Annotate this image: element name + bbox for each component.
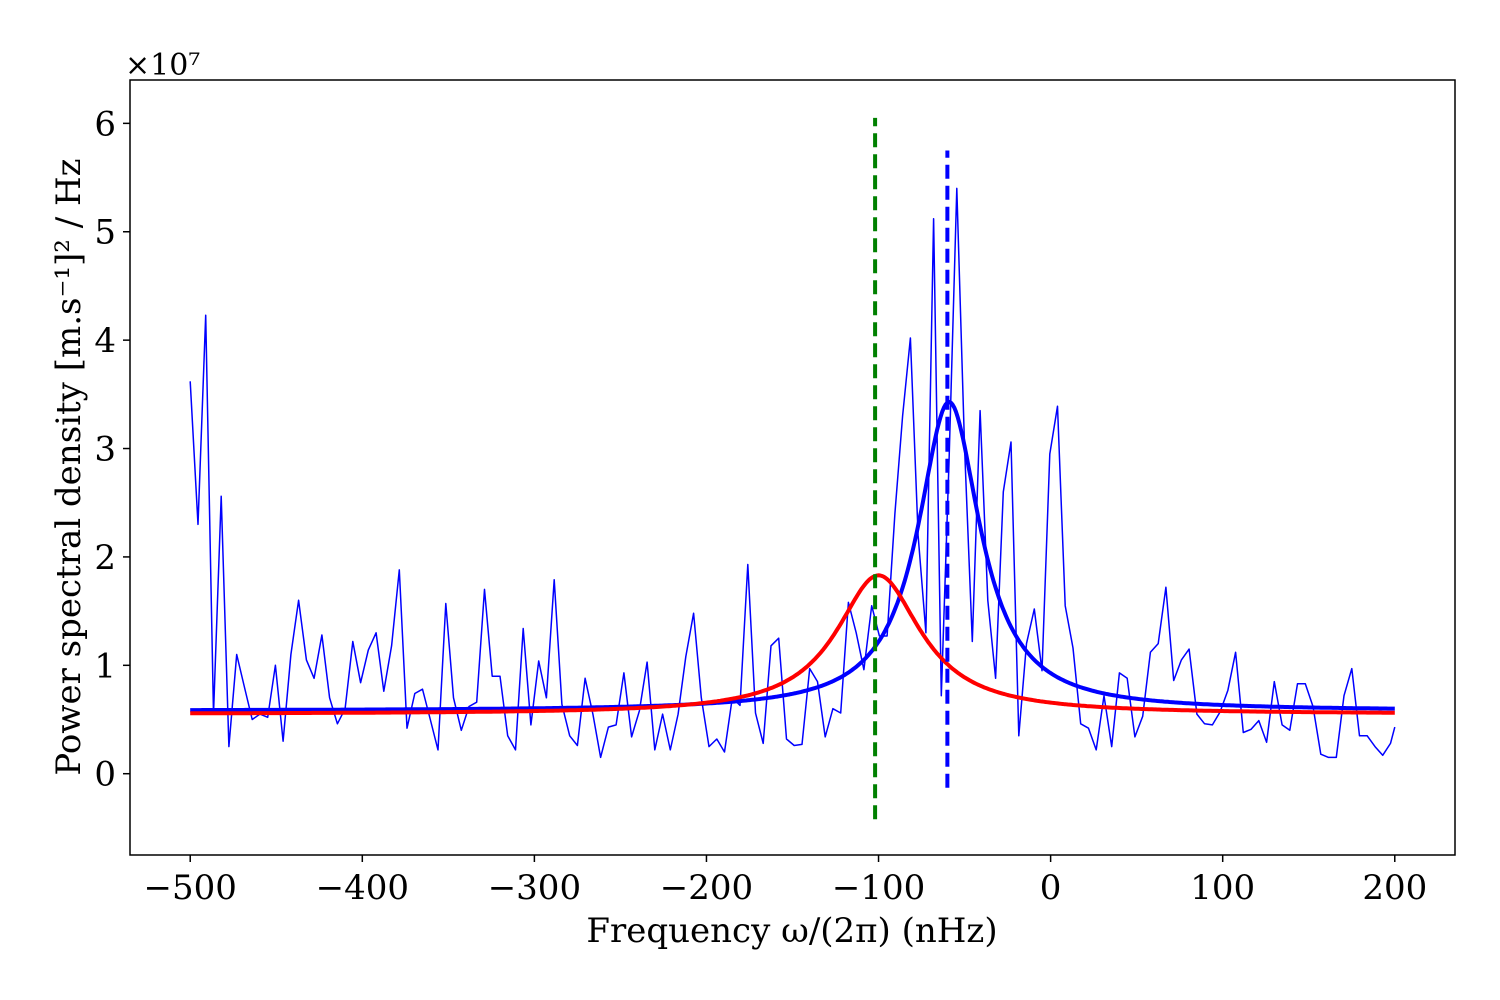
x-tick-label: 100	[1190, 868, 1255, 908]
y-axis-title: Power spectral density [m.s⁻¹]² / Hz	[49, 158, 89, 775]
series-blue-lorentzian-fit	[189, 399, 1396, 713]
series-observed-spectrum	[189, 187, 1396, 759]
y-axis: 0 1 2 3 4 5 6	[94, 104, 130, 795]
series-red-lorentzian-fit	[189, 573, 1396, 716]
x-tick-label: −100	[832, 868, 925, 908]
axes-frame	[129, 79, 1456, 856]
y-tick-label: 6	[94, 104, 116, 144]
y-tick-label: 5	[94, 213, 116, 253]
y-tick-label: 1	[94, 646, 116, 686]
x-tick-label: −300	[488, 868, 581, 908]
x-tick-label: −400	[316, 868, 409, 908]
y-tick-label: 2	[94, 538, 116, 578]
y-tick-label: 0	[94, 755, 116, 795]
x-tick-label: 200	[1362, 868, 1427, 908]
y-tick-label: 3	[94, 430, 116, 470]
plot-area	[189, 117, 1396, 820]
y-tick-label: 4	[94, 321, 116, 361]
x-tick-label: 0	[1040, 868, 1062, 908]
y-multiplier-label: ×10⁷	[125, 48, 200, 83]
x-axis: −500 −400 −300 −200 −100 0 100 200	[144, 855, 1427, 908]
x-tick-label: −500	[144, 868, 237, 908]
x-axis-title: Frequency ω/(2π) (nHz)	[586, 911, 997, 951]
x-tick-label: −200	[660, 868, 753, 908]
